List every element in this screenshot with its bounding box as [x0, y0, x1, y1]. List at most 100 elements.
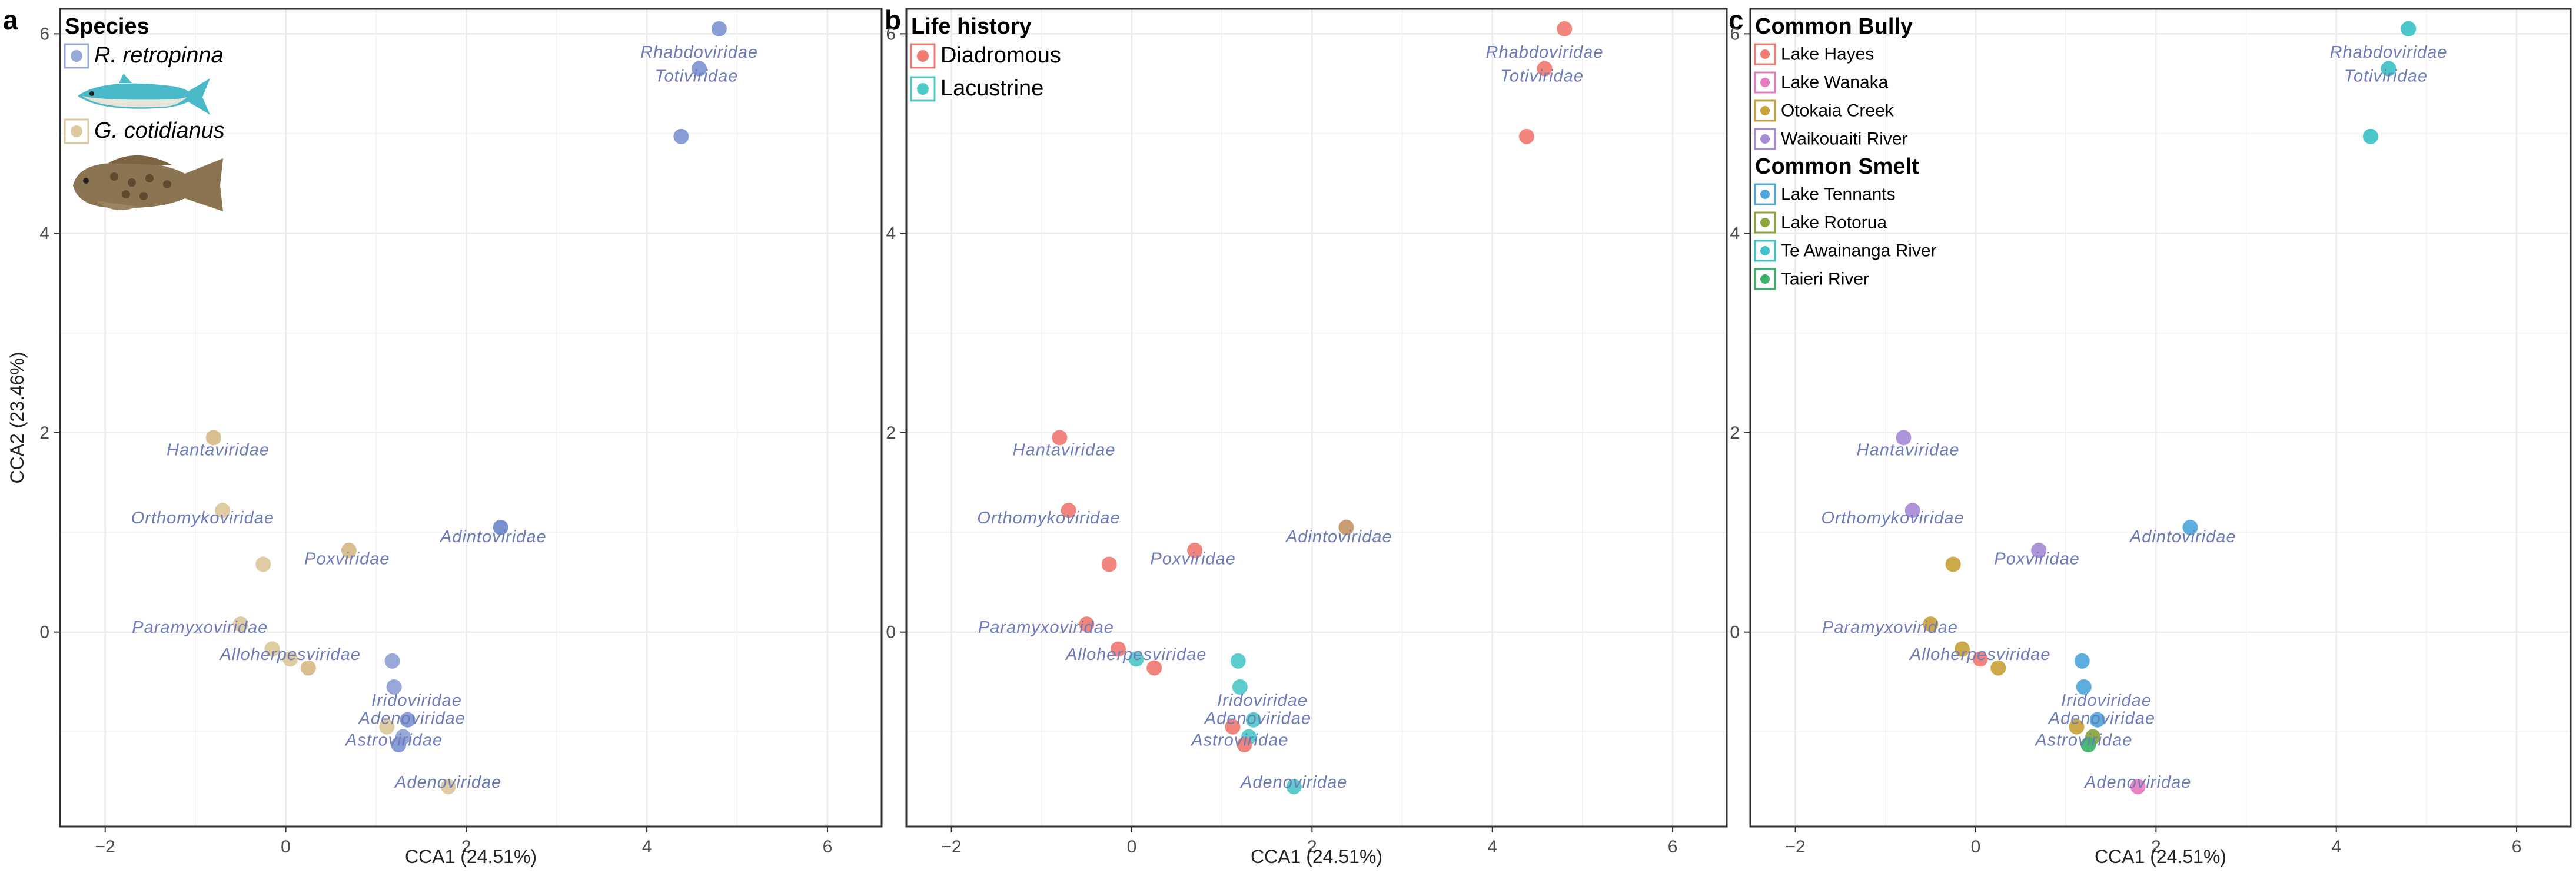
legend-label: Taieri River	[1781, 270, 1869, 289]
smelt-belly	[82, 96, 187, 108]
virus-label: Adintoviridae	[439, 527, 547, 546]
legend-key-dot	[1760, 274, 1770, 284]
panel-border	[1749, 8, 2572, 828]
legend-key-dot	[1760, 134, 1770, 144]
legend-label: Lake Hayes	[1781, 45, 1874, 64]
data-point	[400, 712, 416, 728]
data-point	[215, 503, 231, 519]
legend-key-dot	[1760, 106, 1770, 115]
y-tick-label: 0	[1730, 623, 1740, 642]
virus-label: Adenoviridae	[358, 709, 466, 728]
data-point	[1557, 21, 1573, 36]
data-point	[1225, 719, 1241, 735]
bully-spot	[122, 190, 130, 198]
x-tick-label: 4	[642, 837, 652, 857]
data-point	[1896, 430, 1912, 446]
x-tick-label: 4	[2331, 837, 2341, 857]
data-point	[1338, 519, 1354, 535]
data-point	[692, 61, 707, 77]
legend: Life history Diadromous Lacustrine	[910, 14, 1061, 102]
virus-label: Adintoviridae	[1285, 527, 1392, 546]
legend-key-dot	[1760, 78, 1770, 87]
data-point	[341, 542, 357, 558]
x-axis-title: CCA1 (24.51%)	[1251, 846, 1382, 867]
data-point	[232, 616, 248, 632]
virus-label: Astroviridae	[1190, 731, 1288, 750]
x-tick-label: 6	[1668, 837, 1678, 857]
y-tick-label: 2	[886, 423, 896, 443]
smelt-body	[78, 78, 210, 115]
panel-a: a −2 0 2 4 6 0 2 4 6 CCA1 (24.51%) CCA2 (23.46%) Rha…	[3, 5, 883, 867]
x-axis-title: CCA1 (24.51%)	[405, 846, 537, 867]
plot-background	[906, 9, 1727, 827]
virus-label: Rhabdoviridae	[2330, 43, 2448, 62]
bully-spot	[163, 180, 171, 188]
y-tick-label: 0	[886, 623, 896, 642]
y-tick-label: 6	[1730, 24, 1740, 44]
y-tick-label: 6	[886, 24, 896, 44]
legend-key-dot	[71, 125, 82, 137]
data-point	[255, 556, 271, 572]
virus-label: Adenoviridae	[1204, 709, 1311, 728]
panel-letter: c	[1729, 5, 1744, 35]
legend-key-box	[64, 118, 89, 144]
data-point	[2381, 61, 2396, 77]
legend-label: Lake Rotorua	[1781, 213, 1887, 233]
panel-c: c −2 0 2 4 6 0 2 4 6 CCA1 (24.51%) Rhabdoviridae Tot…	[1729, 5, 2572, 867]
legend: Common Bully Lake Hayes Lake Wanaka Otokaia…	[1754, 14, 1937, 290]
data-point	[1904, 503, 1920, 519]
data-point	[1286, 779, 1302, 795]
bully-spot	[128, 178, 136, 187]
x-tick-label: 2	[1307, 837, 1317, 857]
panel-border	[905, 8, 1728, 828]
legend-key-dot	[1760, 218, 1770, 227]
virus-label: Iridoviridae	[371, 691, 462, 710]
data-point	[1537, 61, 1553, 77]
data-point	[2089, 712, 2105, 728]
data-point	[2401, 21, 2417, 36]
data-point	[1954, 641, 1970, 657]
legend-label: G. cotidianus	[94, 118, 225, 143]
data-point	[1101, 556, 1117, 572]
x-tick-label: −2	[95, 837, 115, 857]
legend-title: Common Bully	[1755, 14, 1913, 39]
bully-spot	[139, 192, 148, 200]
legend-key-box	[64, 43, 89, 69]
legend-key-dot	[917, 83, 929, 95]
x-tick-label: 0	[1971, 837, 1981, 857]
data-point	[673, 128, 689, 144]
plot-background	[60, 9, 882, 827]
bully-pectoral-fin	[97, 201, 138, 211]
legend-label: Otokaia Creek	[1781, 101, 1894, 121]
y-tick-label: 2	[39, 423, 49, 443]
x-tick-label: 0	[281, 837, 291, 857]
data-point	[1518, 128, 1534, 144]
panel-letter: a	[3, 5, 18, 35]
x-tick-label: −2	[1785, 837, 1805, 857]
virus-label: Paramyxoviridae	[1822, 618, 1958, 637]
data-point	[1052, 430, 1068, 446]
data-point	[2074, 653, 2090, 669]
data-point	[300, 660, 316, 676]
data-point	[2069, 719, 2085, 735]
legend-key-dot	[71, 50, 82, 62]
legend-label: Lacustrine	[940, 76, 1043, 101]
data-point	[205, 430, 221, 446]
legend-label: Diadromous	[940, 43, 1061, 68]
y-tick-label: 6	[39, 24, 49, 44]
bully-spot	[110, 172, 118, 181]
y-tick-label: 2	[1730, 423, 1740, 443]
bully-fish-icon	[73, 155, 223, 211]
virus-label: Orthomykoviridae	[977, 509, 1120, 527]
data-point	[440, 779, 456, 795]
virus-label: Hantaviridae	[1857, 441, 1960, 460]
y-tick-label: 0	[39, 623, 49, 642]
smelt-dorsal-fin	[119, 74, 132, 83]
data-point	[2130, 779, 2146, 795]
virus-label: Poxviridae	[1994, 549, 2079, 568]
data-point	[264, 641, 280, 657]
virus-label: Iridoviridae	[2061, 691, 2152, 710]
data-point	[1079, 616, 1095, 632]
x-axis-title: CCA1 (24.51%)	[2095, 846, 2226, 867]
